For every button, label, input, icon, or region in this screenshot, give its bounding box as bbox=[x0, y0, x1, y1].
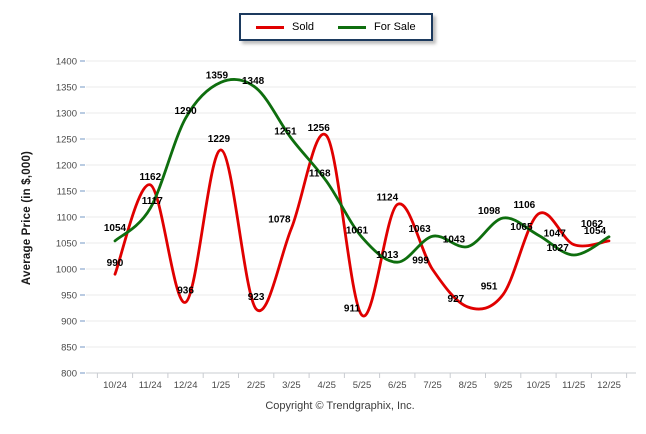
data-label: 1065 bbox=[510, 222, 533, 233]
x-tick-label: 5/25 bbox=[353, 380, 372, 391]
x-tick-label: 7/25 bbox=[423, 380, 442, 391]
y-tick-label: 1350 bbox=[56, 83, 77, 94]
data-label: 1013 bbox=[376, 250, 399, 261]
data-label: 1054 bbox=[104, 223, 127, 234]
x-tick-label: 11/24 bbox=[139, 380, 162, 391]
x-tick-label: 2/25 bbox=[247, 380, 266, 391]
data-label: 1251 bbox=[274, 127, 297, 138]
for-sale-line bbox=[113, 78, 611, 264]
legend-label-for-sale: For Sale bbox=[374, 21, 416, 33]
y-tick-label: 950 bbox=[61, 291, 77, 302]
legend-item-sold: Sold bbox=[256, 21, 314, 33]
x-tick-label: 6/25 bbox=[388, 380, 407, 391]
data-label: 1162 bbox=[139, 172, 161, 183]
x-tick-label: 11/25 bbox=[562, 380, 585, 391]
data-label: 1043 bbox=[443, 235, 466, 246]
y-tick-label: 1000 bbox=[56, 265, 77, 276]
data-label: 1348 bbox=[242, 76, 265, 87]
x-tick-label: 10/25 bbox=[527, 380, 551, 391]
data-label: 1290 bbox=[174, 106, 197, 117]
data-label: 1256 bbox=[308, 123, 331, 134]
data-label: 1047 bbox=[544, 229, 567, 240]
data-label: 1124 bbox=[376, 193, 398, 204]
sold-line bbox=[113, 132, 611, 318]
y-tick-label: 1250 bbox=[56, 135, 77, 146]
x-tick-label: 12/25 bbox=[597, 380, 621, 391]
x-tick-label: 8/25 bbox=[459, 380, 478, 391]
data-label: 1062 bbox=[581, 219, 604, 230]
data-label: 1168 bbox=[309, 169, 331, 180]
for-sale-line-swatch bbox=[338, 25, 367, 29]
x-tick-label: 3/25 bbox=[282, 380, 301, 391]
legend-label-sold: Sold bbox=[292, 21, 315, 33]
y-tick-label: 1400 bbox=[56, 57, 77, 68]
data-label: 911 bbox=[344, 303, 361, 314]
legend-item-for-sale: For Sale bbox=[338, 21, 416, 33]
x-tick-label: 9/25 bbox=[494, 380, 513, 391]
data-label: 1054 bbox=[584, 226, 607, 237]
data-label: 1078 bbox=[268, 214, 291, 225]
sold-line-swatch bbox=[256, 25, 284, 29]
y-tick-label: 1050 bbox=[56, 239, 77, 250]
data-label: 990 bbox=[107, 258, 124, 269]
y-tick-label: 800 bbox=[61, 369, 77, 380]
y-tick-label: 900 bbox=[61, 317, 77, 328]
data-label: 923 bbox=[248, 292, 265, 303]
x-tick-label: 1/25 bbox=[212, 380, 231, 391]
x-tick-label: 4/25 bbox=[317, 380, 336, 391]
data-label: 1229 bbox=[208, 134, 231, 145]
y-tick-label: 1150 bbox=[57, 187, 77, 198]
data-label: 936 bbox=[177, 285, 194, 296]
data-label: 999 bbox=[412, 256, 429, 267]
data-label: 1117 bbox=[142, 196, 164, 207]
x-tick-label: 10/24 bbox=[103, 380, 127, 391]
y-tick-label: 1100 bbox=[57, 213, 77, 224]
data-label: 927 bbox=[448, 294, 465, 305]
x-tick-label: 12/24 bbox=[174, 380, 198, 391]
copyright-text: Copyright © Trendgraphix, Inc. bbox=[265, 400, 415, 412]
data-label: 1106 bbox=[514, 200, 536, 211]
y-tick-label: 1300 bbox=[56, 109, 77, 120]
data-label: 1063 bbox=[408, 224, 431, 235]
legend: Sold For Sale bbox=[239, 13, 433, 41]
data-label: 951 bbox=[481, 282, 498, 293]
data-label: 1098 bbox=[478, 206, 501, 217]
data-label: 1359 bbox=[206, 70, 229, 81]
y-axis-title: Average Price (in $,000) bbox=[21, 150, 33, 286]
y-tick-label: 1200 bbox=[56, 161, 77, 172]
data-label: 1027 bbox=[547, 243, 570, 254]
y-tick-label: 850 bbox=[61, 343, 77, 354]
data-label: 1061 bbox=[346, 225, 369, 236]
